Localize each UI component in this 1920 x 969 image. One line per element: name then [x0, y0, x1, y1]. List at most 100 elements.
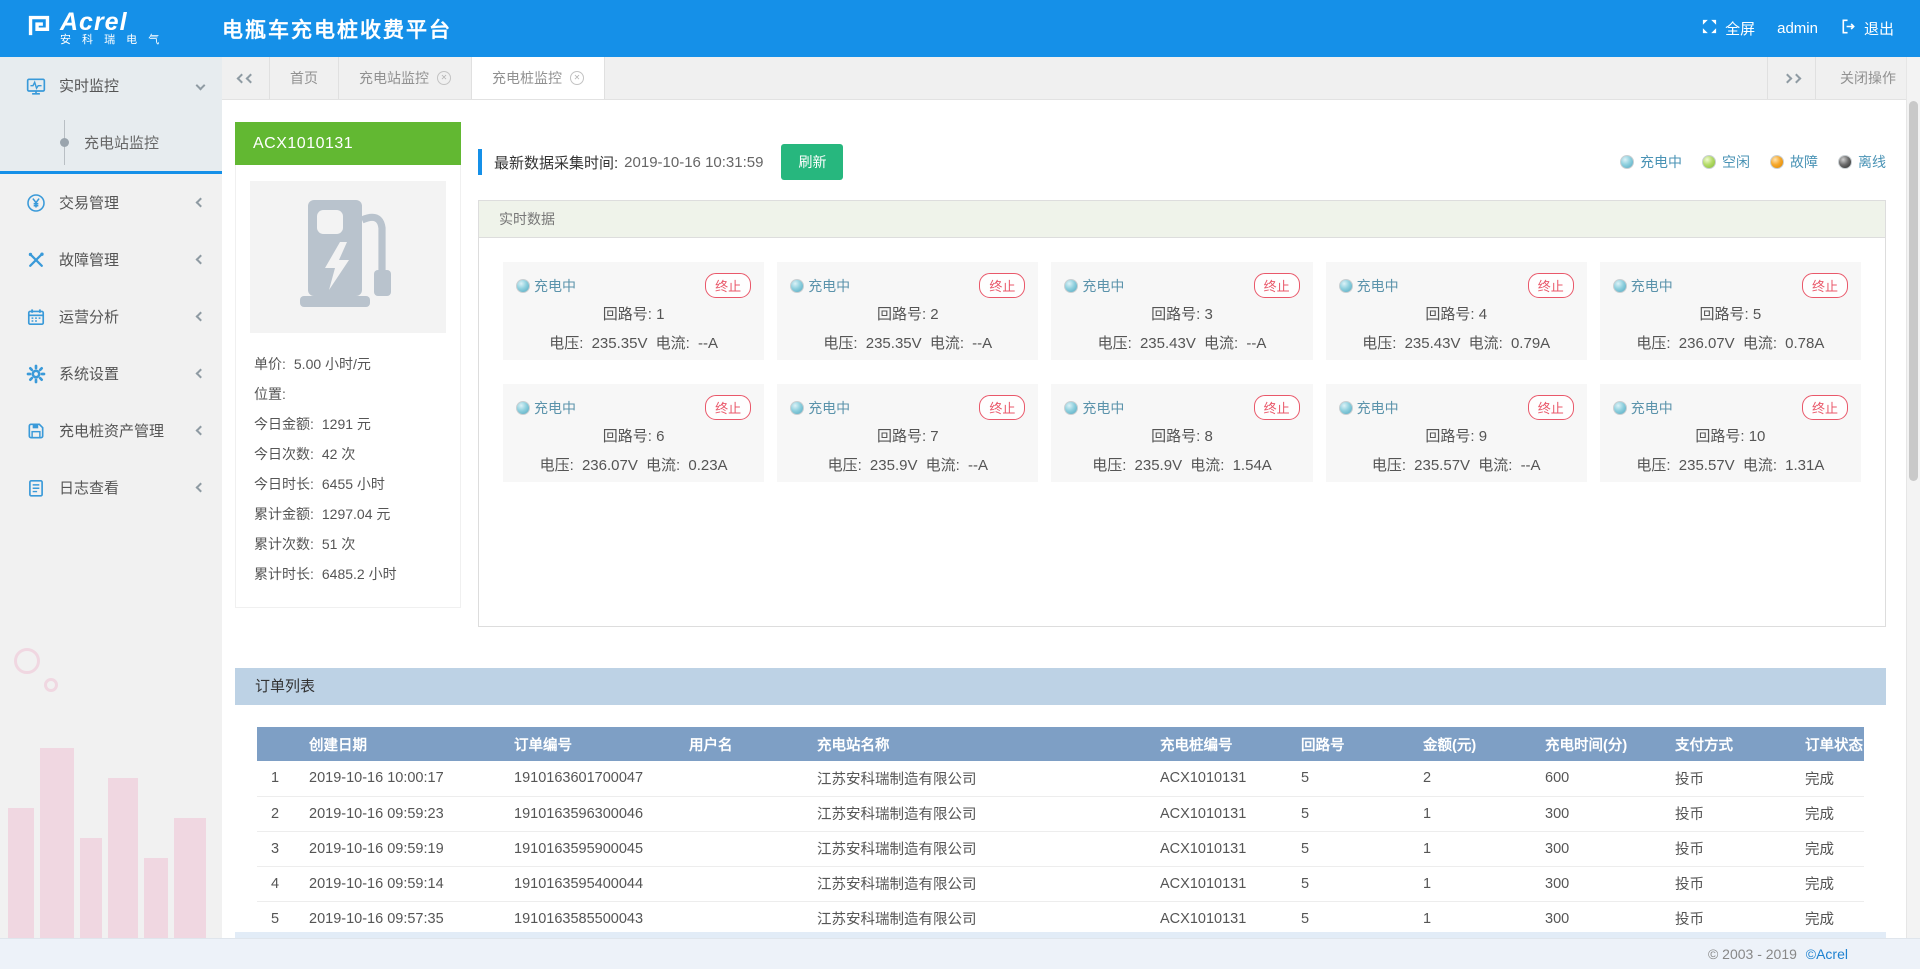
- order-status: 完成: [1795, 831, 1864, 867]
- tabs-scroll-right-button[interactable]: [1767, 57, 1815, 99]
- circuit-status: 充电中: [808, 277, 851, 294]
- sidebar-item-trade-management[interactable]: 交易管理: [0, 174, 222, 231]
- circuit-card: 充电中 终止 回路号: 4 电压: 235.43V 电流: 0.79A: [1325, 262, 1587, 360]
- circuit-grid: 充电中 终止 回路号: 1 电压: 235.35V 电流: --A 充电中 终止…: [479, 238, 1885, 506]
- current-label: 电流:: [646, 457, 681, 474]
- order-row: 3 2019-10-16 09:59:19 1910163595900045 江…: [257, 831, 1864, 867]
- stop-button[interactable]: 终止: [1801, 273, 1848, 298]
- current-value: --A: [1246, 335, 1267, 352]
- stop-button[interactable]: 终止: [705, 395, 752, 420]
- stop-button[interactable]: 终止: [1527, 273, 1574, 298]
- tabs-scroll-left-button[interactable]: [222, 57, 270, 99]
- orders-section: 订单列表 创建日期 订单编号 用户名 充电站名称 充电桩编号 回路号 金额(元) 充电时间(分…: [235, 668, 1886, 937]
- stat-value: 51 次: [321, 536, 356, 552]
- logout-button[interactable]: 退出: [1840, 18, 1894, 39]
- vertical-scrollbar[interactable]: [1906, 57, 1920, 969]
- stat-value: 1291 元: [321, 416, 371, 432]
- acrel-brand-link[interactable]: ©Acrel: [1805, 946, 1848, 962]
- refresh-button[interactable]: 刷新: [781, 144, 844, 180]
- chevron-down-icon: [195, 80, 206, 91]
- sidebar-item-pile-assets[interactable]: 充电桩资产管理: [0, 402, 222, 459]
- sidebar-item-system-settings[interactable]: 系统设置: [0, 345, 222, 402]
- current-label: 电流:: [1190, 457, 1225, 474]
- station-stat-line: 累计次数: 51 次: [254, 529, 442, 559]
- tab-pile-monitor[interactable]: 充电桩监控 ✕: [472, 57, 605, 99]
- close-operations-menu[interactable]: 关闭操作: [1815, 57, 1920, 99]
- circuit-label: 回路号:: [602, 306, 652, 323]
- stop-button[interactable]: 终止: [979, 273, 1026, 298]
- stop-button[interactable]: 终止: [1253, 395, 1300, 420]
- chevron-left-icon: [195, 311, 206, 322]
- order-row: 5 2019-10-16 09:57:35 1910163585500043 江…: [257, 901, 1864, 937]
- sidebar-item-log-viewer[interactable]: 日志查看: [0, 459, 222, 516]
- order-circuit: 5: [1291, 866, 1413, 902]
- circuit-number: 7: [930, 428, 939, 445]
- sidebar-item-station-monitor[interactable]: 充电站监控: [0, 114, 222, 171]
- order-minutes: 300: [1535, 796, 1665, 832]
- stat-label: 单价:: [254, 356, 286, 372]
- tab-close-icon[interactable]: ✕: [570, 71, 584, 85]
- stop-button[interactable]: 终止: [1801, 395, 1848, 420]
- sidebar-item-operation-analysis[interactable]: 运营分析: [0, 288, 222, 345]
- order-index: 4: [257, 866, 299, 902]
- voltage-label: 电压:: [1371, 457, 1406, 474]
- legend-idle: 空闲: [1702, 152, 1750, 172]
- order-date: 2019-10-16 09:59:23: [299, 796, 504, 832]
- current-label: 电流:: [1478, 457, 1513, 474]
- orders-column-header: 充电桩编号: [1150, 727, 1291, 761]
- circuit-number: 3: [1204, 306, 1213, 323]
- circuit-number: 6: [656, 428, 665, 445]
- station-stat-line: 今日次数: 42 次: [254, 439, 442, 469]
- sidebar-item-realtime-monitor[interactable]: 实时监控: [0, 57, 222, 114]
- order-number: 1910163595400044: [504, 866, 679, 902]
- tab-home[interactable]: 首页: [270, 57, 339, 99]
- double-chevron-left-icon: [236, 73, 255, 83]
- voltage-value: 235.57V: [1414, 457, 1471, 474]
- fault-dot-icon: [1770, 155, 1784, 169]
- voltage-value: 236.07V: [581, 457, 638, 474]
- order-row: 1 2019-10-16 10:00:17 1910163601700047 江…: [257, 761, 1864, 797]
- tab-station-monitor[interactable]: 充电站监控 ✕: [339, 57, 472, 99]
- fullscreen-button[interactable]: 全屏: [1701, 18, 1755, 39]
- order-pile: ACX1010131: [1150, 866, 1291, 902]
- stat-label: 今日次数:: [254, 446, 314, 462]
- order-index: 5: [257, 901, 299, 937]
- logo-subtext: 安 科 瑞 电 气: [60, 34, 164, 46]
- charging-dot-icon: [1612, 278, 1627, 293]
- circuit-number: 4: [1478, 306, 1488, 323]
- collect-time-label: 最新数据采集时间:: [494, 154, 619, 172]
- order-amount: 1: [1413, 866, 1535, 902]
- order-number: 1910163595900045: [504, 831, 679, 867]
- voltage-label: 电压:: [1636, 457, 1671, 474]
- stop-button[interactable]: 终止: [705, 273, 752, 298]
- stop-button[interactable]: 终止: [979, 395, 1026, 420]
- scrollbar-thumb[interactable]: [1909, 101, 1918, 481]
- order-date: 2019-10-16 10:00:17: [299, 761, 504, 797]
- username[interactable]: admin: [1777, 20, 1818, 37]
- chevron-left-icon: [195, 425, 206, 436]
- order-circuit: 5: [1291, 901, 1413, 937]
- voltage-value: 235.9V: [1134, 457, 1183, 474]
- double-chevron-right-icon: [1782, 73, 1801, 83]
- circuit-card: 充电中 终止 回路号: 10 电压: 235.57V 电流: 1.31A: [1599, 384, 1861, 482]
- current-value: 1.31A: [1785, 457, 1825, 474]
- circuit-card: 充电中 终止 回路号: 3 电压: 235.43V 电流: --A: [1051, 262, 1313, 360]
- log-document-icon: [26, 478, 46, 498]
- tab-close-icon[interactable]: ✕: [437, 71, 451, 85]
- station-stat-line: 今日金额: 1291 元: [254, 409, 442, 439]
- station-stat-line: 累计金额: 1297.04 元: [254, 499, 442, 529]
- stop-button[interactable]: 终止: [1527, 395, 1574, 420]
- order-status: 完成: [1795, 761, 1864, 797]
- order-circuit: 5: [1291, 831, 1413, 867]
- sidebar-item-fault-management[interactable]: 故障管理: [0, 231, 222, 288]
- order-station: 江苏安科瑞制造有限公司: [807, 796, 1150, 832]
- stop-button[interactable]: 终止: [1253, 273, 1300, 298]
- current-label: 电流:: [929, 335, 964, 352]
- current-value: 1.54A: [1232, 457, 1272, 474]
- circuit-card: 充电中 终止 回路号: 1 电压: 235.35V 电流: --A: [503, 262, 765, 360]
- current-value: --A: [967, 457, 988, 474]
- chevron-left-icon: [195, 254, 206, 265]
- order-user: [679, 761, 807, 797]
- order-status: 完成: [1795, 796, 1864, 832]
- acrel-logo: Acrel 安 科 瑞 电 气: [0, 10, 196, 47]
